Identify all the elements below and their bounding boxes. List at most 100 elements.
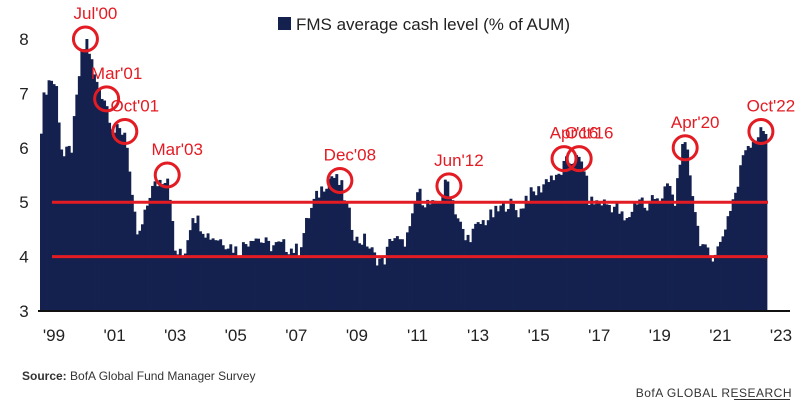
bar (176, 254, 180, 311)
bar (82, 49, 86, 311)
bar (696, 225, 700, 311)
bar (201, 233, 205, 311)
bar (45, 94, 48, 311)
bar (322, 191, 326, 311)
bar (151, 185, 154, 311)
bar (739, 165, 743, 311)
bar (764, 133, 768, 311)
annotation-circle (326, 166, 354, 194)
annotation-circle (111, 117, 139, 145)
bar (448, 197, 452, 311)
bar (156, 186, 160, 311)
bar (673, 205, 677, 311)
bar (115, 124, 119, 311)
bar (312, 198, 316, 311)
bar (464, 240, 467, 311)
bar (499, 205, 503, 311)
bar (206, 233, 210, 311)
bar (676, 178, 680, 311)
bar (423, 207, 427, 311)
x-tick-label: '99 (43, 326, 65, 345)
bar (721, 236, 725, 311)
bar (474, 223, 478, 311)
bar (645, 210, 649, 311)
bar (570, 163, 573, 311)
bar (332, 177, 336, 311)
bar (135, 234, 139, 311)
annotation-label: Oct'01 (111, 96, 160, 115)
bar (373, 252, 377, 311)
bar (365, 246, 369, 311)
bar (148, 197, 152, 311)
bar (686, 149, 690, 311)
bar (400, 239, 404, 311)
bar (549, 175, 553, 311)
bar (736, 186, 740, 311)
bar (188, 230, 192, 311)
bar (173, 250, 177, 311)
bar (226, 248, 230, 311)
bar (585, 175, 589, 311)
annotation-label: Apr'20 (671, 113, 720, 132)
bar (289, 248, 293, 311)
bar (554, 174, 558, 311)
bar (620, 211, 624, 311)
annotation-circle (93, 85, 121, 113)
bar (55, 86, 59, 311)
bar (60, 149, 64, 311)
source-label: Source: (22, 369, 67, 383)
bar (623, 220, 627, 311)
bar (761, 130, 765, 311)
bar (368, 248, 372, 311)
annotation-label: Jun'12 (434, 151, 484, 170)
bar (681, 144, 685, 311)
bar (307, 218, 311, 311)
bar (711, 261, 715, 311)
bar (378, 258, 382, 311)
annotation-label: Jul'00 (73, 4, 117, 23)
bar (163, 182, 167, 311)
bar (327, 178, 331, 311)
reference-lines (52, 200, 768, 259)
legend-label: FMS average cash level (% of AUM) (296, 15, 570, 34)
bar (756, 137, 760, 311)
bar (393, 238, 397, 311)
bar (294, 243, 298, 311)
y-tick-label: 7 (19, 84, 28, 103)
bar (239, 255, 243, 311)
bar (552, 180, 556, 311)
bar (186, 240, 190, 311)
annotation-label: Mar'01 (91, 64, 142, 83)
bar (471, 228, 475, 311)
bar (534, 195, 538, 311)
bar (123, 132, 127, 311)
bar (385, 246, 389, 311)
bar (90, 59, 94, 312)
bar (130, 194, 134, 311)
bar (214, 240, 218, 311)
bar (358, 243, 361, 311)
bar (600, 205, 604, 311)
bar (701, 244, 705, 311)
bar (249, 240, 253, 311)
bar (320, 186, 324, 311)
bar (650, 195, 654, 311)
bar (582, 171, 586, 311)
x-tick-label: '19 (649, 326, 671, 345)
bar (50, 80, 54, 311)
bar (572, 163, 576, 311)
bar (749, 147, 753, 311)
x-tick-label: '13 (467, 326, 489, 345)
bar (183, 253, 187, 311)
bar (370, 247, 374, 311)
x-tick-label: '05 (225, 326, 247, 345)
bar (244, 244, 248, 311)
bar (443, 179, 447, 311)
bar (125, 147, 129, 311)
bar (178, 248, 182, 311)
bar (539, 192, 543, 311)
bar (491, 217, 495, 311)
annotation-circle (550, 145, 578, 173)
bar (418, 188, 422, 311)
